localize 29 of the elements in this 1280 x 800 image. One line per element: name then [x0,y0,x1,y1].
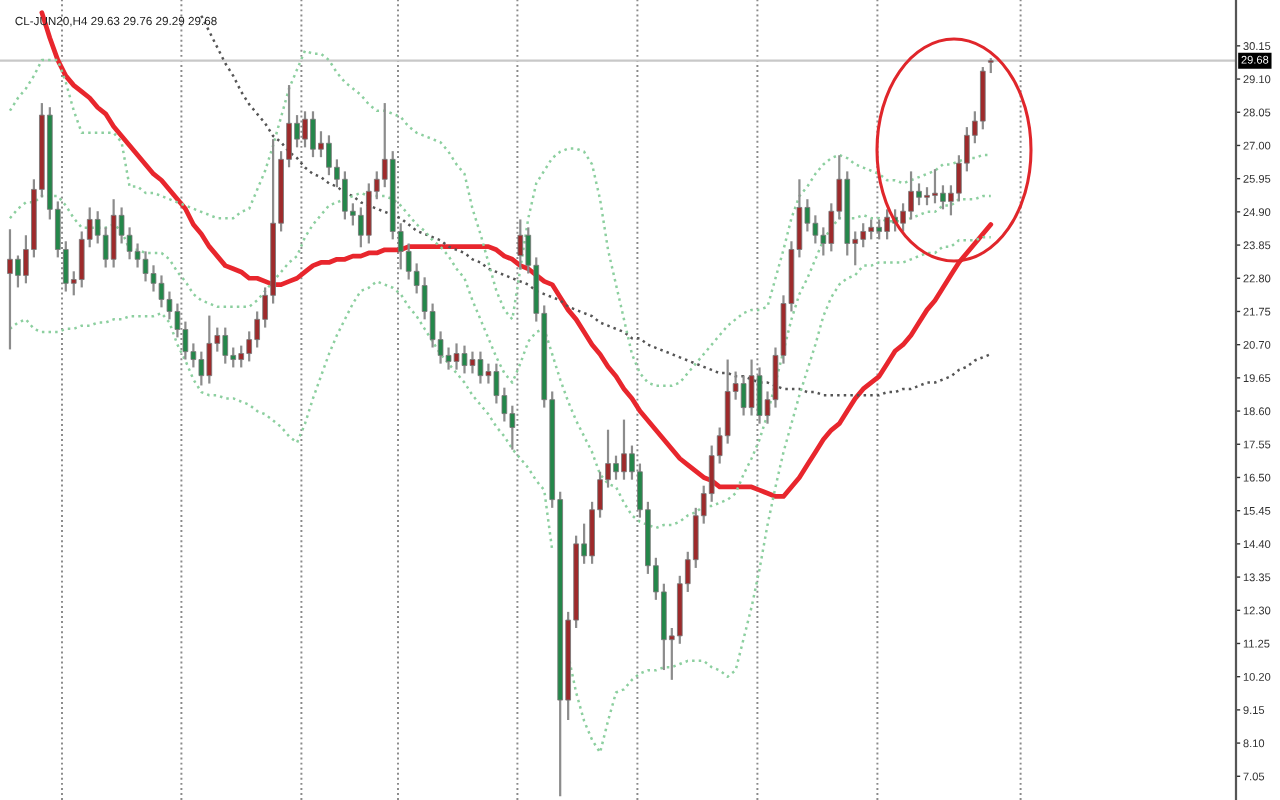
candlestick [15,254,21,289]
candlestick [469,350,476,375]
candlestick [7,228,13,351]
candlestick [916,182,922,207]
candlestick [740,374,747,417]
candlestick [206,314,213,385]
candlestick [326,134,332,177]
candlestick [613,454,619,481]
candlestick [868,218,874,241]
candlestick [908,170,914,221]
candlestick [812,214,819,245]
candlestick [445,346,452,371]
candlestick [884,208,890,241]
line-series [8,49,993,388]
candlestick [461,344,468,375]
candlestick [477,350,484,385]
candlestick [924,186,930,207]
candlestick [365,182,372,245]
candlestick [860,222,867,249]
candlestick [238,344,245,369]
candlestick [198,350,205,387]
candlestick [222,326,229,365]
candlestick [342,170,348,221]
candlestick [453,342,460,371]
candlestick [621,418,627,481]
candlestick [940,184,946,211]
candlestick [932,168,938,205]
candlestick [310,110,316,159]
candlestick [110,198,117,269]
